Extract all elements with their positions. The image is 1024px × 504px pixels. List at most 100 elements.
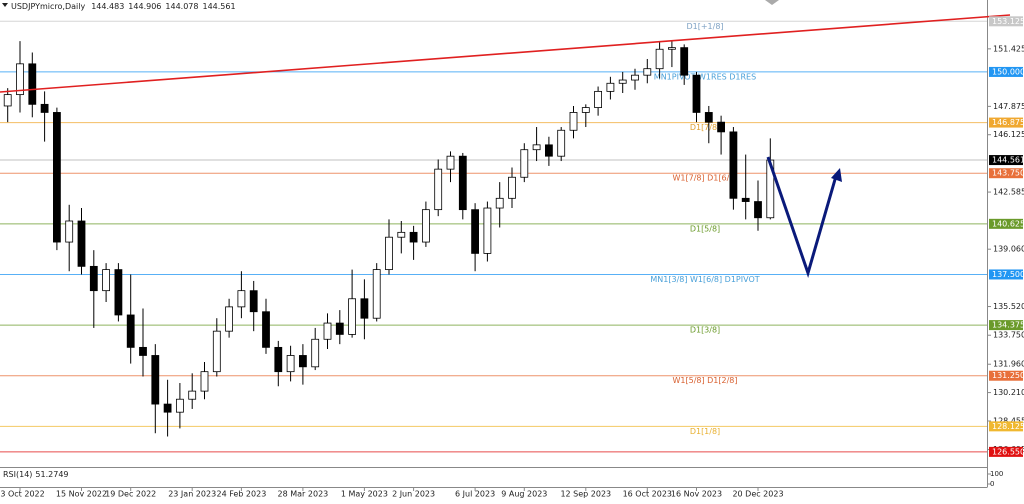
level-price-box bbox=[989, 218, 1023, 229]
rsi-label: RSI(14) 51.2749 bbox=[3, 470, 69, 479]
candle-body bbox=[618, 79, 627, 84]
candle-body bbox=[65, 220, 74, 243]
x-tick-label: 12 Sep 2023 bbox=[560, 490, 611, 499]
rsi-tick-label: 100 bbox=[990, 470, 1003, 478]
candle-body bbox=[372, 269, 381, 319]
candle-body bbox=[704, 112, 713, 123]
level-price-label: 126.550 bbox=[992, 447, 1024, 456]
y-tick-label: 133.750 bbox=[993, 331, 1024, 340]
arrow-head bbox=[831, 168, 842, 182]
trend-line bbox=[0, 14, 1011, 93]
candle-body bbox=[53, 112, 61, 243]
candle-body bbox=[471, 209, 480, 254]
candle-body bbox=[458, 155, 467, 211]
candle-body bbox=[692, 74, 701, 113]
level-text: D1[5/8] bbox=[690, 224, 720, 233]
level-price-label: 153.125 bbox=[992, 17, 1024, 26]
level-price-label: 140.625 bbox=[992, 219, 1024, 228]
level-price-label: 128.125 bbox=[992, 422, 1024, 431]
x-tick-label: 28 Mar 2023 bbox=[278, 490, 329, 499]
candle-body bbox=[729, 131, 738, 199]
level-text: D1[3/8] bbox=[690, 326, 720, 335]
level-text: MN1[3/8] W1[6/8] D1PIVOT bbox=[650, 275, 759, 284]
candle-body bbox=[606, 82, 615, 92]
candle-body bbox=[348, 298, 357, 335]
y-tick-label: 135.520 bbox=[993, 302, 1024, 311]
candle-body bbox=[335, 322, 344, 335]
close: 144.561 bbox=[202, 2, 235, 11]
candle-body bbox=[360, 298, 369, 319]
candle-body bbox=[126, 314, 135, 348]
candle-body bbox=[508, 176, 516, 199]
candle-body bbox=[249, 290, 258, 313]
y-tick-label: 130.210 bbox=[993, 388, 1024, 397]
menu-triangle[interactable] bbox=[2, 3, 8, 7]
candle-body bbox=[212, 330, 221, 373]
candle-body bbox=[286, 355, 295, 373]
x-tick-label: 9 Aug 2023 bbox=[501, 490, 547, 499]
candle-body bbox=[262, 311, 270, 348]
x-tick-label: 1 May 2023 bbox=[341, 490, 388, 499]
candle-body bbox=[557, 129, 566, 157]
candle-body bbox=[446, 155, 455, 170]
rsi-name: RSI(14) bbox=[3, 470, 32, 479]
level-price-box bbox=[989, 16, 1023, 27]
candle-body bbox=[298, 355, 307, 368]
candle-body bbox=[434, 168, 443, 211]
x-tick-label: 19 Dec 2022 bbox=[105, 490, 156, 499]
candle-body bbox=[668, 47, 676, 50]
candle-body bbox=[409, 231, 418, 243]
level-price-label: 146.875 bbox=[992, 118, 1024, 127]
y-tick-label: 128.455 bbox=[993, 417, 1024, 426]
candle-body bbox=[16, 63, 24, 96]
x-tick-label: 16 Oct 2023 bbox=[623, 490, 672, 499]
level-price-box bbox=[989, 421, 1023, 432]
candle-body bbox=[151, 355, 160, 405]
level-price-box bbox=[989, 168, 1023, 179]
x-tick-label: 2 Jun 2023 bbox=[392, 490, 435, 499]
open: 144.483 bbox=[91, 2, 124, 11]
level-price-box bbox=[989, 66, 1023, 77]
level-price-box bbox=[989, 370, 1023, 381]
candle-body bbox=[520, 149, 529, 178]
candle-body bbox=[114, 269, 123, 316]
low: 144.078 bbox=[165, 2, 198, 11]
x-tick-label: 24 Feb 2023 bbox=[217, 490, 267, 499]
candle-body bbox=[311, 338, 320, 368]
x-tick-label: 20 Dec 2023 bbox=[732, 490, 783, 499]
candle-body bbox=[102, 269, 110, 292]
candle-body bbox=[225, 306, 234, 332]
candle-body bbox=[77, 220, 86, 267]
y-tick-label: 142.585 bbox=[993, 188, 1024, 197]
candle-body bbox=[754, 201, 762, 219]
y-tick-label: 146.125 bbox=[993, 130, 1024, 139]
x-tick-label: 16 Nov 2023 bbox=[671, 490, 722, 499]
candle-body bbox=[532, 144, 541, 151]
candle-body bbox=[631, 74, 639, 81]
candle-body bbox=[163, 403, 172, 413]
shift-marker bbox=[765, 0, 779, 5]
candle-body bbox=[680, 47, 689, 76]
candle-body bbox=[717, 121, 725, 133]
high: 144.906 bbox=[128, 2, 161, 11]
x-tick-label: 13 Oct 2022 bbox=[0, 490, 45, 499]
rsi-value: 51.2749 bbox=[35, 470, 68, 479]
header: USDJPYmicro,Daily 144.483 144.906 144.078 14… bbox=[11, 2, 236, 11]
level-price-label: 131.250 bbox=[992, 371, 1024, 380]
forecast-arrow bbox=[766, 156, 838, 278]
candle-body bbox=[545, 144, 553, 157]
candle-body bbox=[569, 112, 578, 131]
candle-body bbox=[421, 209, 430, 243]
level-price-box bbox=[989, 117, 1023, 128]
candle-body bbox=[274, 346, 283, 373]
candle-body bbox=[655, 48, 664, 70]
level-text: D1[7/8] bbox=[690, 123, 720, 132]
level-text: MN1PIVOT W1RES D1RES bbox=[654, 72, 756, 81]
candle-body bbox=[237, 290, 246, 308]
symbol: USDJPYmicro,Daily bbox=[11, 2, 85, 11]
candle-body bbox=[594, 90, 602, 108]
level-price-box bbox=[989, 320, 1023, 331]
level-price-label: 134.375 bbox=[992, 321, 1024, 330]
